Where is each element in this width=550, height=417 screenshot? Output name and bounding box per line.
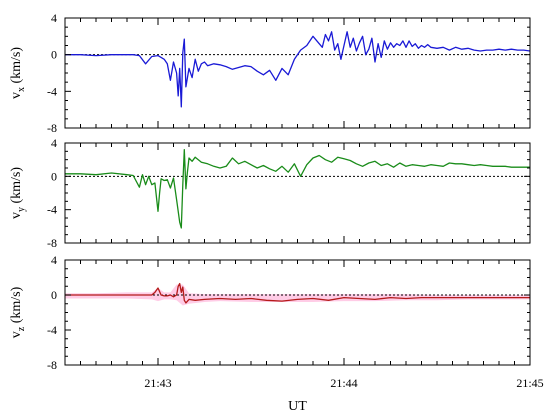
y-axis-title-vy: vy (km/s) <box>9 167 27 219</box>
xtick-label: 21:45 <box>516 376 543 390</box>
x-axis-title: UT <box>288 399 307 414</box>
ytick-label-vz: -8 <box>47 358 57 372</box>
ytick-label-vz: 4 <box>51 253 57 267</box>
series-line-vx <box>65 31 531 108</box>
ytick-label-vy: 4 <box>51 136 57 150</box>
ytick-label-vx: -4 <box>47 84 57 98</box>
ytick-label-vx: 0 <box>51 48 57 62</box>
ytick-label-vx: 4 <box>51 11 57 25</box>
panel-vz: 4 0 -4 -8 21:43 21:44 21:45 UT vz (km/s) <box>9 253 544 414</box>
frame-vy <box>64 142 531 244</box>
series-line-vz <box>65 282 530 304</box>
ytick-label-vz: -4 <box>47 323 57 337</box>
panel-vy: 4 0 -4 -8 vy (km/s) <box>9 136 531 250</box>
ytick-label-vy: 0 <box>51 169 57 183</box>
ytick-label-vz: 0 <box>51 288 57 302</box>
y-axis-title-vx: vx (km/s) <box>9 47 27 99</box>
ytick-label-vx: -8 <box>47 121 57 135</box>
series-line-vy <box>65 149 530 229</box>
y-axis-title-vz: vz (km/s) <box>9 286 27 338</box>
ytick-label-vy: -4 <box>47 203 57 217</box>
xtick-label: 21:43 <box>144 376 171 390</box>
frame-vx <box>64 17 531 129</box>
panel-vx: 4 0 -4 -8 vx (km/s) <box>9 11 531 135</box>
xtick-label: 21:44 <box>330 376 357 390</box>
frame-vz <box>64 259 531 366</box>
ytick-label-vy: -8 <box>47 236 57 250</box>
